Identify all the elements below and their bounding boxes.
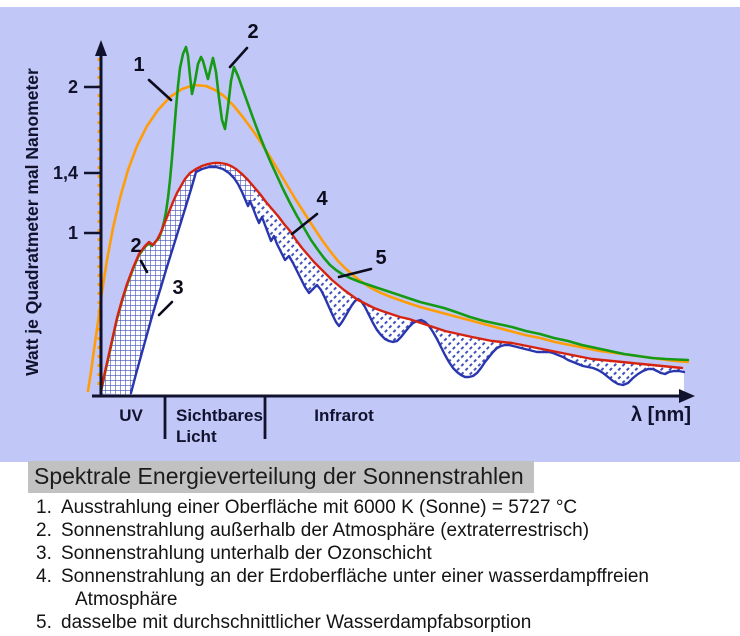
annotation-leader-line [337, 267, 373, 279]
annotation-leader-line [157, 300, 174, 317]
curve-number-label-5: 5 [375, 247, 386, 269]
annotation-leader-line [290, 212, 319, 236]
x-region-label-uv: UV [119, 406, 143, 425]
annotation-leader-line [228, 46, 249, 69]
curve-1-blackbody-6000k [86, 83, 690, 393]
legend-item-4-continued: Atmosphäre [36, 588, 740, 611]
curve-number-label-2: 2 [247, 21, 258, 43]
legend-item-number: 4. [36, 566, 52, 587]
x-region-label-sichtbares: Sichtbares [176, 406, 263, 425]
solar-spectrum-chart: 2 1,4 1 UV Sichtbares Licht Infrarot λ [nm] Watt… [0, 7, 740, 462]
curve-number-label-1: 1 [133, 54, 144, 76]
curve-5-water-vapor-absorption [194, 165, 686, 387]
legend-item-text: Ausstrahlung einer Oberfläche mit 6000 K… [61, 497, 578, 518]
legend-item-3: 3. Sonnenstrahlung unterhalb der Ozonsch… [36, 542, 740, 565]
legend-item-number: 3. [36, 543, 52, 564]
legend-item-5: 5. dasselbe mit durchschnittlicher Wasse… [36, 611, 740, 634]
legend-item-text: dasselbe mit durchschnittlicher Wasserda… [61, 612, 532, 633]
y-tick-label: 1,4 [53, 163, 78, 183]
curve-number-label-2: 2 [130, 235, 141, 257]
legend-item-4: 4. Sonnenstrahlung an der Erdoberfläche … [36, 565, 740, 588]
curve-number-label-4: 4 [316, 188, 328, 210]
legend-item-text: Sonnenstrahlung außerhalb der Atmosphäre… [61, 520, 590, 541]
area-under-surface-spectrum [131, 167, 684, 395]
annotation-leader-line [147, 78, 173, 102]
legend-item-text: Sonnenstrahlung an der Erdoberfläche unt… [61, 566, 649, 587]
x-axis-unit-label: λ [nm] [631, 404, 691, 426]
curve-3-below-ozone [129, 170, 198, 395]
caption-block: Spektrale Energieverteilung der Sonnenst… [0, 461, 740, 634]
legend-item-number: 2. [36, 520, 52, 541]
y-tick-label: 1 [68, 223, 78, 243]
curve-number-label-3: 3 [172, 277, 183, 299]
y-tick-label: 2 [68, 77, 78, 97]
legend-item-text: Sonnenstrahlung unterhalb der Ozonschich… [61, 543, 432, 564]
curve-4-dry-surface [99, 161, 684, 393]
annotation-leader-line [139, 259, 149, 274]
x-region-label-licht: Licht [176, 427, 217, 446]
legend-item-number: 1. [36, 497, 52, 518]
legend-item-1: 1. Ausstrahlung einer Oberfläche mit 600… [36, 496, 740, 519]
legend-item-2: 2. Sonnenstrahlung außerhalb der Atmosph… [36, 519, 740, 542]
x-axis-arrowhead [679, 389, 695, 403]
chart-title: Spektrale Energieverteilung der Sonnenst… [28, 461, 534, 493]
legend-list: 1. Ausstrahlung einer Oberfläche mit 600… [0, 496, 740, 634]
dome-top-hatched-pocket [196, 163, 254, 208]
y-axis-title: Watt je Quadratmeter mal Nanometer [22, 68, 42, 376]
x-region-label-infrarot: Infrarot [314, 406, 374, 425]
legend-item-text: Atmosphäre [75, 589, 178, 610]
y-axis-arrowhead [95, 40, 107, 56]
legend-item-number: 5. [36, 612, 52, 633]
spectrum-chart-svg: 2 1,4 1 UV Sichtbares Licht Infrarot λ [nm] Watt… [0, 7, 740, 462]
uv-hatched-area [101, 169, 196, 395]
